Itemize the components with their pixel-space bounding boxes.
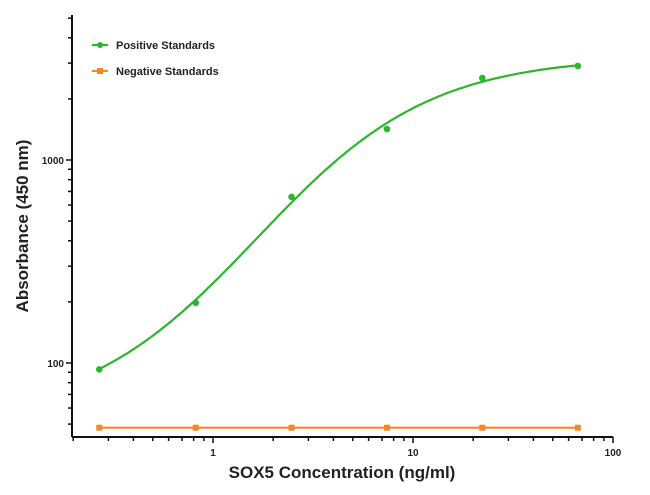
- positive-standards-curve: [98, 64, 578, 370]
- y-axis-title: Absorbance (450 nm): [13, 140, 32, 313]
- negative-standards-point: [288, 424, 295, 431]
- negative-standards-point: [479, 424, 486, 431]
- x-tick-label: 1: [210, 448, 216, 459]
- legend-label: Negative Standards: [116, 66, 219, 78]
- legend: Positive Standards Negative Standards: [92, 40, 219, 78]
- y-tick-label: 1000: [42, 156, 65, 167]
- y-tick-label: 100: [47, 359, 64, 370]
- plot-area: [95, 62, 582, 431]
- negative-standards-point: [574, 424, 581, 431]
- positive-standards-point: [192, 299, 200, 307]
- positive-standards-point: [288, 193, 295, 201]
- positive-standards-point: [95, 366, 103, 373]
- negative-standards-point: [96, 424, 103, 431]
- negative-standards-point: [192, 424, 199, 431]
- legend-marker-square: [97, 68, 103, 74]
- positive-standards-point: [383, 125, 391, 133]
- legend-marker-circle: [97, 42, 103, 48]
- x-tick-label: 100: [605, 448, 622, 459]
- negative-standards-point: [383, 424, 390, 431]
- x-axis-title: SOX5 Concentration (ng/ml): [229, 463, 456, 482]
- axes: 1 10 100 100 1000: [42, 15, 622, 459]
- x-tick-label: 10: [407, 448, 419, 459]
- positive-standards-point: [478, 74, 486, 82]
- positive-standards-point: [574, 62, 582, 70]
- legend-label: Positive Standards: [116, 40, 215, 52]
